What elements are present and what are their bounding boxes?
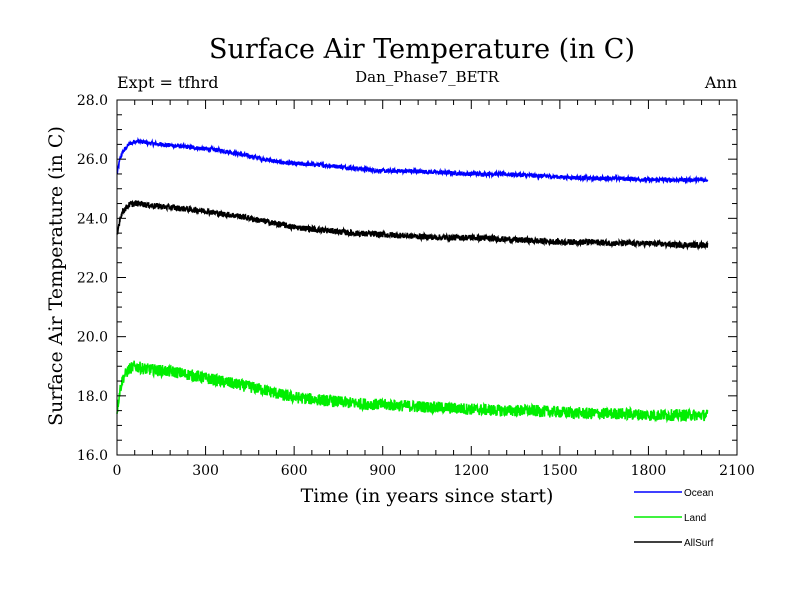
x-tick-label: 300 xyxy=(192,463,219,479)
x-tick-label: 2100 xyxy=(719,463,755,479)
x-tick-label: 0 xyxy=(113,463,122,479)
x-tick-label: 1200 xyxy=(453,463,489,479)
series-line-land xyxy=(116,360,709,424)
y-tick-label: 16.0 xyxy=(77,448,108,464)
plot-frame xyxy=(116,99,738,456)
chart-title: Surface Air Temperature (in C) xyxy=(209,34,635,65)
experiment-label: Expt = tfhrd xyxy=(117,73,219,92)
legend-label-land: Land xyxy=(684,513,706,524)
series-line-allsurf xyxy=(116,199,709,251)
x-tick-label: 900 xyxy=(369,463,396,479)
y-tick-label: 20.0 xyxy=(77,330,108,346)
legend-label-ocean: Ocean xyxy=(684,488,713,499)
x-tick-label: 1500 xyxy=(542,463,578,479)
x-axis-label: Time (in years since start) xyxy=(301,485,554,507)
y-tick-label: 28.0 xyxy=(77,93,108,109)
x-tick-label: 600 xyxy=(281,463,308,479)
x-tick-label: 1800 xyxy=(631,463,667,479)
legend: Ocean Land AllSurf xyxy=(634,488,714,549)
y-tick-label: 24.0 xyxy=(77,211,108,227)
y-tick-label: 26.0 xyxy=(77,152,108,168)
legend-label-allsurf: AllSurf xyxy=(684,538,714,549)
series-layer xyxy=(116,136,709,424)
series-line-ocean xyxy=(116,136,709,185)
y-axis-label: Surface Air Temperature (in C) xyxy=(45,126,67,426)
period-label: Ann xyxy=(704,73,737,92)
axes-layer: 0 300 600 900 1200 1500 1800 2100 16.0 18.0 20.0 22… xyxy=(77,93,755,479)
y-tick-label: 18.0 xyxy=(77,389,108,405)
chart-subtitle: Dan_Phase7_BETR xyxy=(355,68,499,86)
y-tick-label: 22.0 xyxy=(77,271,108,287)
